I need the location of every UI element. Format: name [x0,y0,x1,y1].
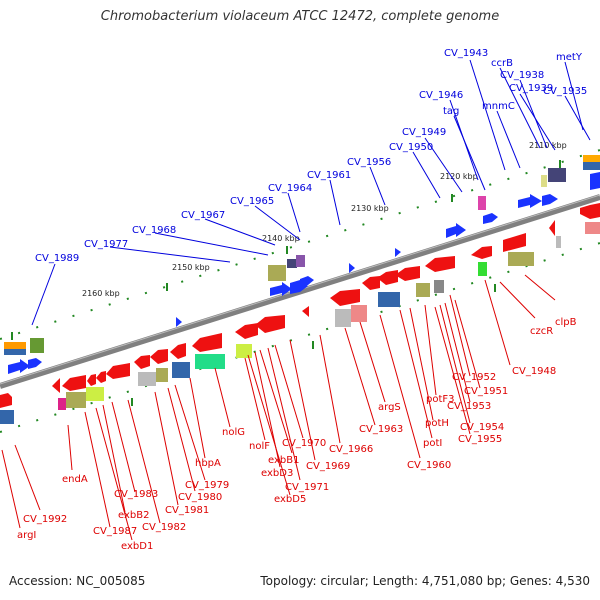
svg-text:exbB2: exbB2 [118,510,149,521]
reverse-leader-lines [1,274,556,541]
svg-text:CV_1935: CV_1935 [543,86,587,97]
svg-text:CV_1954: CV_1954 [460,422,504,433]
svg-text:clpB: clpB [555,317,577,328]
genome-summary-text: Topology: circular; Length: 4,751,080 bp… [260,574,590,588]
svg-text:exbD1: exbD1 [121,541,153,552]
svg-text:potH: potH [425,418,449,429]
svg-text:CV_1977: CV_1977 [84,239,128,250]
svg-text:CV_1946: CV_1946 [419,90,463,101]
svg-text:mnmC: mnmC [482,101,515,112]
svg-text:CV_1969: CV_1969 [306,461,350,472]
svg-text:ccrB: ccrB [491,58,513,69]
svg-text:nolF: nolF [249,441,270,452]
forward-gene-labels: CV_1943 ccrB metY CV_1938 CV_1939 CV_193… [35,48,587,264]
scale-label: 2150 kbp [172,263,210,272]
svg-text:tag: tag [443,106,459,117]
svg-text:hbpA: hbpA [195,458,221,469]
scale-label: 2160 kbp [82,289,120,298]
svg-text:CV_1948: CV_1948 [512,366,556,377]
svg-text:CV_1981: CV_1981 [165,505,209,516]
forward-gene-blocks [4,155,600,374]
svg-text:CV_1956: CV_1956 [347,157,391,168]
svg-text:CV_1952: CV_1952 [452,372,496,383]
svg-text:CV_1960: CV_1960 [407,460,451,471]
reverse-gene-labels: clpB czcR CV_1948 CV_1952 CV_1951 CV_195… [17,317,577,552]
svg-text:CV_1961: CV_1961 [307,170,351,181]
svg-text:CV_1939: CV_1939 [509,83,553,94]
svg-text:CV_1953: CV_1953 [447,401,491,412]
svg-text:nolG: nolG [222,427,245,438]
scale-label: 2120 kbp [440,172,478,181]
svg-text:CV_1968: CV_1968 [132,225,176,236]
svg-text:CV_1992: CV_1992 [23,514,67,525]
svg-text:potI: potI [423,438,442,449]
scale-label: 2110 kbp [529,141,567,150]
svg-text:CV_1949: CV_1949 [402,127,446,138]
scale-label: 2130 kbp [351,204,389,213]
svg-text:CV_1971: CV_1971 [285,482,329,493]
svg-text:exbD3: exbD3 [261,468,293,479]
svg-text:CV_1966: CV_1966 [329,444,373,455]
svg-text:CV_1943: CV_1943 [444,48,488,59]
svg-text:potF3: potF3 [426,394,455,405]
svg-text:CV_1938: CV_1938 [500,70,544,81]
svg-text:metY: metY [556,52,583,63]
svg-text:czcR: czcR [530,326,553,337]
page-title: Chromobacterium violaceum ATCC 12472, co… [100,9,500,24]
svg-text:CV_1970: CV_1970 [282,438,326,449]
svg-text:CV_1951: CV_1951 [464,386,508,397]
svg-text:exbB1: exbB1 [268,455,299,466]
svg-text:argS: argS [378,402,401,413]
major-ticks [11,160,561,406]
forward-leader-lines [31,59,591,326]
svg-text:CV_1964: CV_1964 [268,183,312,194]
svg-text:CV_1987: CV_1987 [93,526,137,537]
accession-text: Accession: NC_005085 [9,574,146,588]
reverse-gene-blocks [0,203,600,424]
reverse-tick-track [0,242,600,433]
svg-text:CV_1979: CV_1979 [185,480,229,491]
svg-text:CV_1983: CV_1983 [114,489,158,500]
svg-text:CV_1963: CV_1963 [359,424,403,435]
svg-text:CV_1967: CV_1967 [181,210,225,221]
svg-text:CV_1950: CV_1950 [389,142,433,153]
svg-text:CV_1955: CV_1955 [458,434,502,445]
scale-label: 2140 kbp [262,234,300,243]
svg-text:argI: argI [17,530,36,541]
svg-text:CV_1989: CV_1989 [35,253,79,264]
svg-text:exbD5: exbD5 [274,494,306,505]
svg-text:CV_1982: CV_1982 [142,522,186,533]
svg-text:CV_1980: CV_1980 [178,492,222,503]
svg-text:endA: endA [62,474,88,485]
svg-text:CV_1965: CV_1965 [230,196,274,207]
